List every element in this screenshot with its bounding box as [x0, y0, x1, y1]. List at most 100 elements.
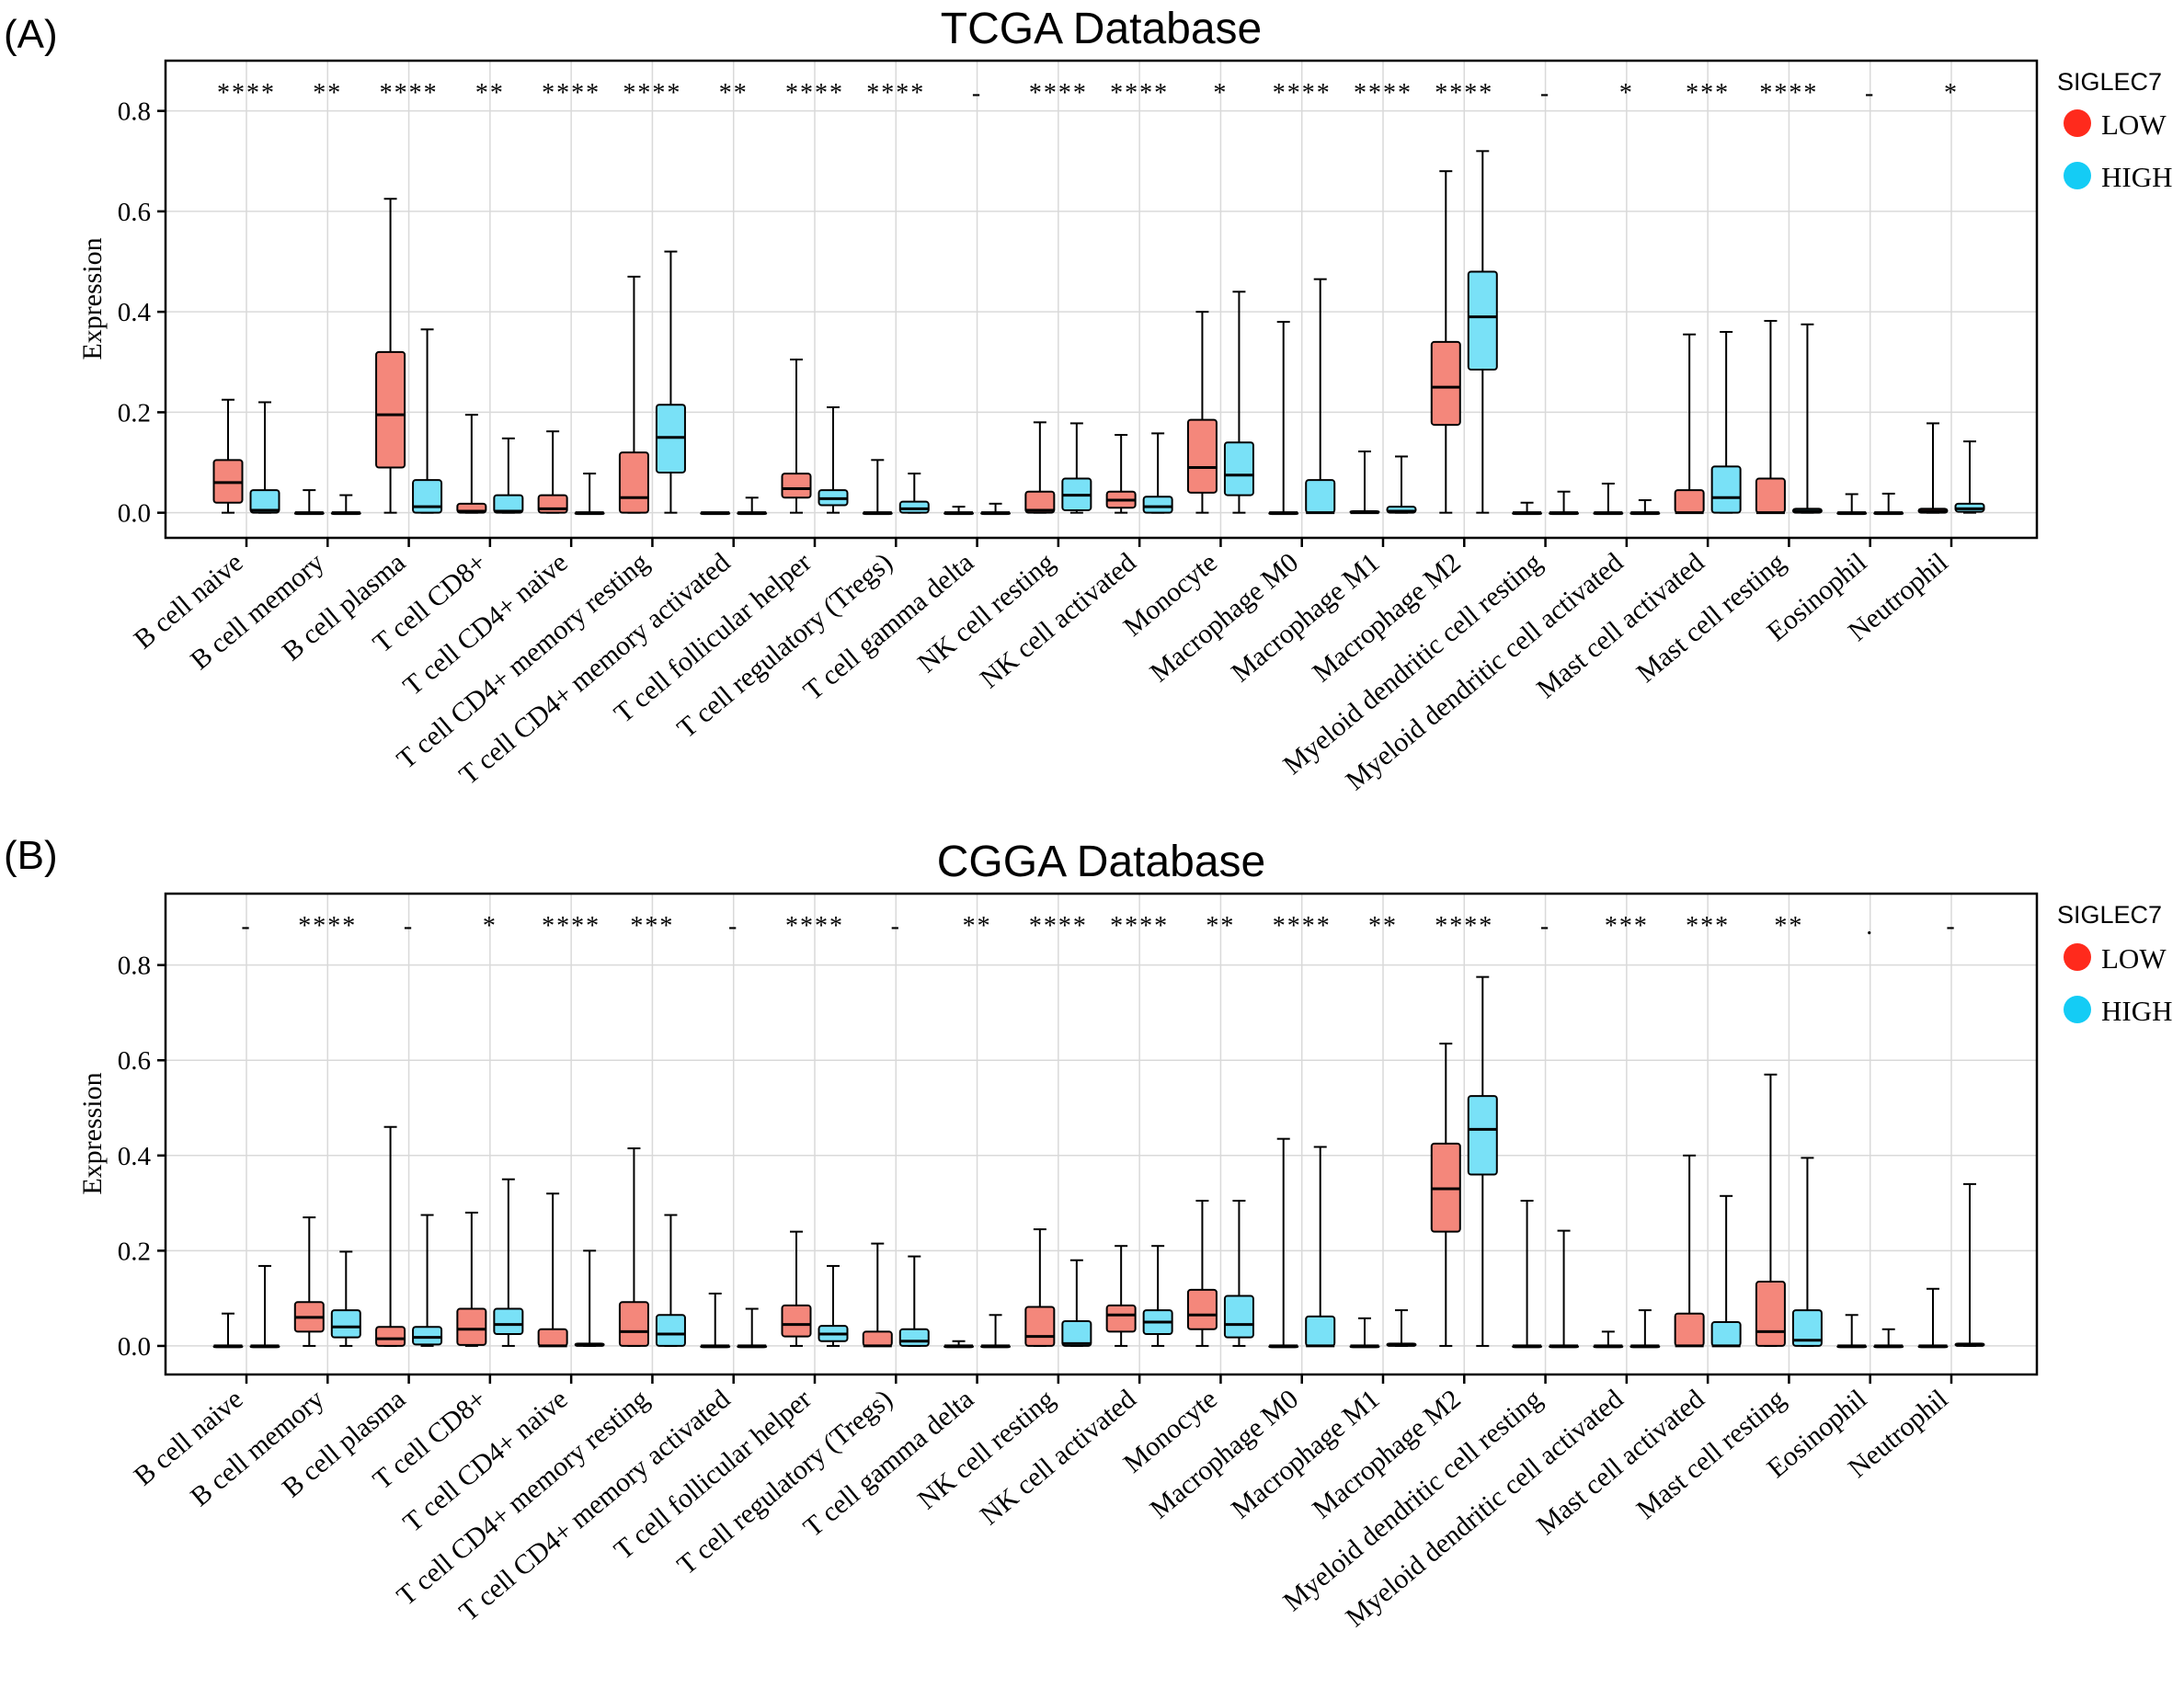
- plot-frame: [164, 892, 2039, 1376]
- legend-low-marker: [2064, 943, 2091, 971]
- high-box: [1710, 1321, 1742, 1347]
- high-box: [1223, 1295, 1254, 1339]
- legend-low-marker: [2064, 109, 2091, 137]
- legend-title: SIGLEC7: [2057, 901, 2162, 929]
- significance-label: ****: [542, 912, 600, 941]
- high-box: [1223, 441, 1254, 496]
- significance-label: -: [1540, 912, 1550, 941]
- x-tick-label: Macrophage M1: [1226, 547, 1386, 688]
- significance-label: ***: [630, 912, 674, 941]
- low-box: [375, 1326, 406, 1347]
- low-box: [781, 473, 812, 499]
- significance-label: ****: [1435, 912, 1493, 941]
- significance-label: ****: [217, 79, 276, 108]
- low-box: [1674, 489, 1705, 514]
- x-tick-label: Mast cell resting: [1631, 1384, 1791, 1525]
- significance-label: -: [241, 912, 251, 941]
- x-tick-label: Macrophage M0: [1144, 1384, 1304, 1524]
- high-box: [493, 494, 524, 514]
- low-box: [1024, 1306, 1056, 1347]
- high-box: [655, 1314, 686, 1347]
- y-tick-label: 0.2: [118, 1237, 151, 1266]
- significance-label: ****: [380, 79, 439, 108]
- significance-label: ****: [1029, 912, 1088, 941]
- significance-label: ****: [542, 79, 600, 108]
- low-box: [618, 1301, 649, 1347]
- significance-label: ****: [1759, 79, 1818, 108]
- high-box: [1061, 1320, 1092, 1347]
- significance-label: -: [404, 912, 414, 941]
- chart-title: CGGA Database: [937, 838, 1266, 886]
- high-box: [412, 1326, 443, 1346]
- low-box: [537, 494, 568, 514]
- legend-low-label: LOW: [2101, 108, 2167, 141]
- low-box: [1674, 1312, 1705, 1347]
- x-tick-label: NK cell resting: [912, 1384, 1061, 1515]
- significance-label: ****: [1273, 912, 1332, 941]
- significance-label: ****: [1354, 79, 1412, 108]
- significance-label: **: [313, 79, 342, 108]
- high-box: [249, 489, 280, 514]
- significance-label: ****: [298, 912, 357, 941]
- legend-high-marker: [2064, 162, 2091, 189]
- x-tick-label: NK cell resting: [912, 547, 1061, 679]
- legend-low-label: LOW: [2101, 942, 2167, 975]
- high-box: [1467, 1095, 1498, 1176]
- panel-label: (A): [4, 12, 58, 57]
- low-box: [375, 350, 406, 469]
- high-box: [898, 1328, 930, 1347]
- significance-label: ***: [1686, 912, 1730, 941]
- y-tick-label: 0.6: [118, 1046, 151, 1076]
- significance-label: ****: [866, 79, 925, 108]
- y-tick-label: 0.8: [118, 97, 151, 127]
- significance-label: ***: [1605, 912, 1649, 941]
- low-box: [456, 1307, 487, 1346]
- significance-label: -: [891, 912, 901, 941]
- significance-label: -: [972, 79, 982, 108]
- high-box: [412, 479, 443, 514]
- legend-high-marker: [2064, 996, 2091, 1023]
- significance-label: *: [1944, 79, 1959, 108]
- high-box: [1791, 1309, 1823, 1347]
- high-box: [330, 1309, 361, 1339]
- legend-high-label: HIGH: [2101, 161, 2173, 193]
- y-axis-label: Expression: [77, 1072, 108, 1194]
- y-tick-label: 0.4: [118, 1142, 152, 1171]
- low-box: [1024, 490, 1056, 514]
- low-box: [1186, 418, 1218, 494]
- significance-label: **: [1774, 912, 1803, 941]
- significance-label: **: [963, 912, 992, 941]
- significance-label: ***: [1686, 79, 1730, 108]
- significance-label: *: [1213, 79, 1228, 108]
- low-box: [1105, 1304, 1137, 1333]
- significance-label: ****: [623, 79, 681, 108]
- y-tick-label: 0.2: [118, 398, 151, 428]
- x-tick-label: Macrophage M1: [1226, 1384, 1386, 1524]
- high-box: [1305, 479, 1336, 514]
- y-axis-label: Expression: [77, 237, 108, 359]
- significance-label: *: [483, 912, 497, 941]
- significance-label: **: [1206, 912, 1235, 941]
- low-box: [537, 1328, 568, 1347]
- legend-high-label: HIGH: [2101, 995, 2173, 1027]
- significance-label: ****: [1435, 79, 1493, 108]
- panel-label: (B): [4, 833, 58, 878]
- panel-b: (B) CGGA Database 0.0 0.2 0.4 0.6 0.8 Expressio…: [4, 833, 2173, 1633]
- panel-a: (A) TCGA Database 0.0 0.2 0.4 0.6 0.8 Expressio…: [4, 5, 2173, 796]
- y-tick-label: 0.4: [118, 298, 152, 327]
- y-tick-label: 0.6: [118, 198, 151, 227]
- legend-title: SIGLEC7: [2057, 68, 2162, 96]
- low-box: [1186, 1288, 1218, 1330]
- y-tick-label: 0.8: [118, 952, 151, 981]
- significance-label: ****: [1273, 79, 1332, 108]
- significance-label: -: [728, 912, 738, 941]
- low-box: [781, 1304, 812, 1338]
- significance-label: ****: [1110, 912, 1169, 941]
- x-tick-label: Macrophage M0: [1144, 547, 1304, 688]
- significance-label: ****: [785, 912, 844, 941]
- low-box: [1755, 477, 1786, 514]
- high-box: [898, 500, 930, 514]
- significance-label: -: [1865, 79, 1875, 108]
- high-box: [1467, 270, 1498, 371]
